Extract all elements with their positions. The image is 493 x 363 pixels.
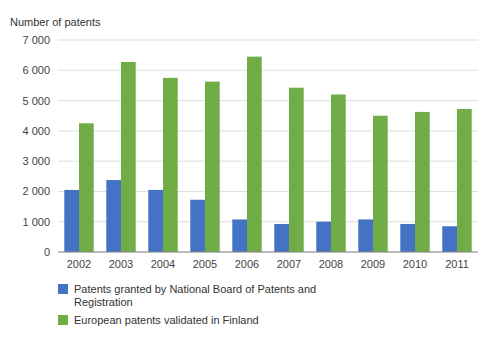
- legend-label-line: Patents granted by National Board of Pat…: [74, 283, 316, 295]
- y-tick-label: 1 000: [22, 216, 50, 228]
- y-tick-label: 7 000: [22, 34, 50, 46]
- grid: [58, 40, 478, 252]
- x-tick-label: 2004: [151, 258, 175, 270]
- x-tick-label: 2008: [319, 258, 343, 270]
- x-tick-label: 2011: [445, 258, 469, 270]
- y-axis-label: Number of patents: [10, 16, 101, 28]
- chart: 0 1 000 2 000 3 000 4 000 5 000 6 000 7 000 Numb…: [0, 0, 493, 363]
- x-tick-label: 2006: [235, 258, 259, 270]
- chart-container: 0 1 000 2 000 3 000 4 000 5 000 6 000 7 000 Numb…: [0, 0, 493, 363]
- bar: [442, 226, 457, 252]
- x-tick-label: 2010: [403, 258, 427, 270]
- y-tick-label: 4 000: [22, 125, 50, 137]
- x-tick-label: 2009: [361, 258, 385, 270]
- bar: [121, 62, 136, 252]
- legend-swatch: [58, 315, 68, 325]
- legend-label: European patents validated in Finland: [74, 314, 259, 326]
- bar: [205, 82, 220, 252]
- bar: [358, 219, 373, 252]
- y-tick-label: 6 000: [22, 64, 50, 76]
- bar: [106, 180, 121, 252]
- bar: [190, 200, 205, 252]
- bar: [247, 57, 262, 252]
- x-tick-label: 2005: [193, 258, 217, 270]
- legend-swatch: [58, 284, 68, 294]
- bar: [331, 95, 346, 252]
- bar: [79, 123, 94, 252]
- y-tick-label: 3 000: [22, 155, 50, 167]
- x-axis-line: [58, 252, 478, 253]
- bar: [457, 109, 472, 252]
- y-tick-label: 5 000: [22, 95, 50, 107]
- bar: [232, 219, 247, 252]
- y-tick-label: 2 000: [22, 185, 50, 197]
- bar: [64, 190, 79, 252]
- y-tick-label: 0: [44, 246, 50, 258]
- bar: [400, 224, 415, 252]
- x-tick-label: 2007: [277, 258, 301, 270]
- bar: [316, 222, 331, 252]
- grid-line: [58, 252, 478, 253]
- x-tick-label: 2002: [67, 258, 91, 270]
- bar: [163, 78, 178, 252]
- legend-label: Patents granted by National Board of Pat…: [74, 283, 316, 308]
- grid-line: [58, 40, 478, 41]
- bar: [274, 224, 289, 252]
- bars: [64, 57, 471, 252]
- bar: [148, 190, 163, 252]
- x-tick-label: 2003: [109, 258, 133, 270]
- legend-label-line: European patents validated in Finland: [74, 314, 259, 326]
- bar: [415, 112, 430, 252]
- bar: [373, 116, 388, 252]
- legend: Patents granted by National Board of Pat…: [58, 283, 316, 326]
- legend-label-line: Registration: [74, 296, 133, 308]
- bar: [289, 88, 304, 252]
